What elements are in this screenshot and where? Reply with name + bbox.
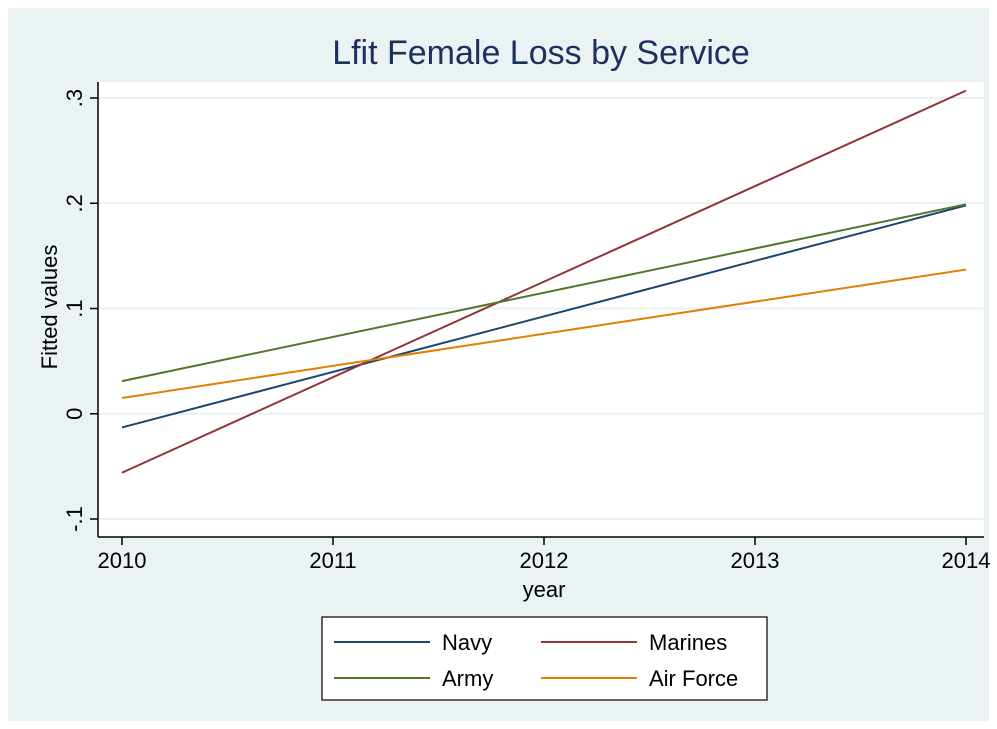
legend-label: Army [442,666,493,691]
series-line-army [121,203,967,383]
legend: Navy Marines Army Air Force [321,616,768,701]
axes [90,82,984,545]
series-line-marines [121,89,967,474]
x-tick-label: 2012 [520,548,569,573]
y-tick-label: .1 [62,299,87,317]
series-line-navy [121,204,967,429]
y-tick-label: .3 [62,89,87,107]
x-tick-label: 2014 [942,548,991,573]
series-line-air-force [121,268,967,399]
y-tick-label: -.1 [62,506,87,532]
series-lines [121,89,967,474]
x-tick-label: 2013 [731,548,780,573]
chart-title: Lfit Female Loss by Service [332,34,750,72]
legend-label: Marines [649,630,727,655]
y-tick-label: 0 [62,408,87,420]
legend-label: Air Force [649,666,738,691]
legend-label: Navy [442,630,492,655]
legend-box [321,616,768,701]
y-tick-label: .2 [62,194,87,212]
y-axis-label: Fitted values [37,245,62,370]
gridlines [98,97,984,520]
x-tick-label: 2010 [98,548,147,573]
tick-labels: 2010 2011 2012 2013 2014 -.1 0 .1 .2 .3 [62,89,990,573]
x-tick-label: 2011 [309,548,356,573]
x-axis-label: year [523,577,566,602]
